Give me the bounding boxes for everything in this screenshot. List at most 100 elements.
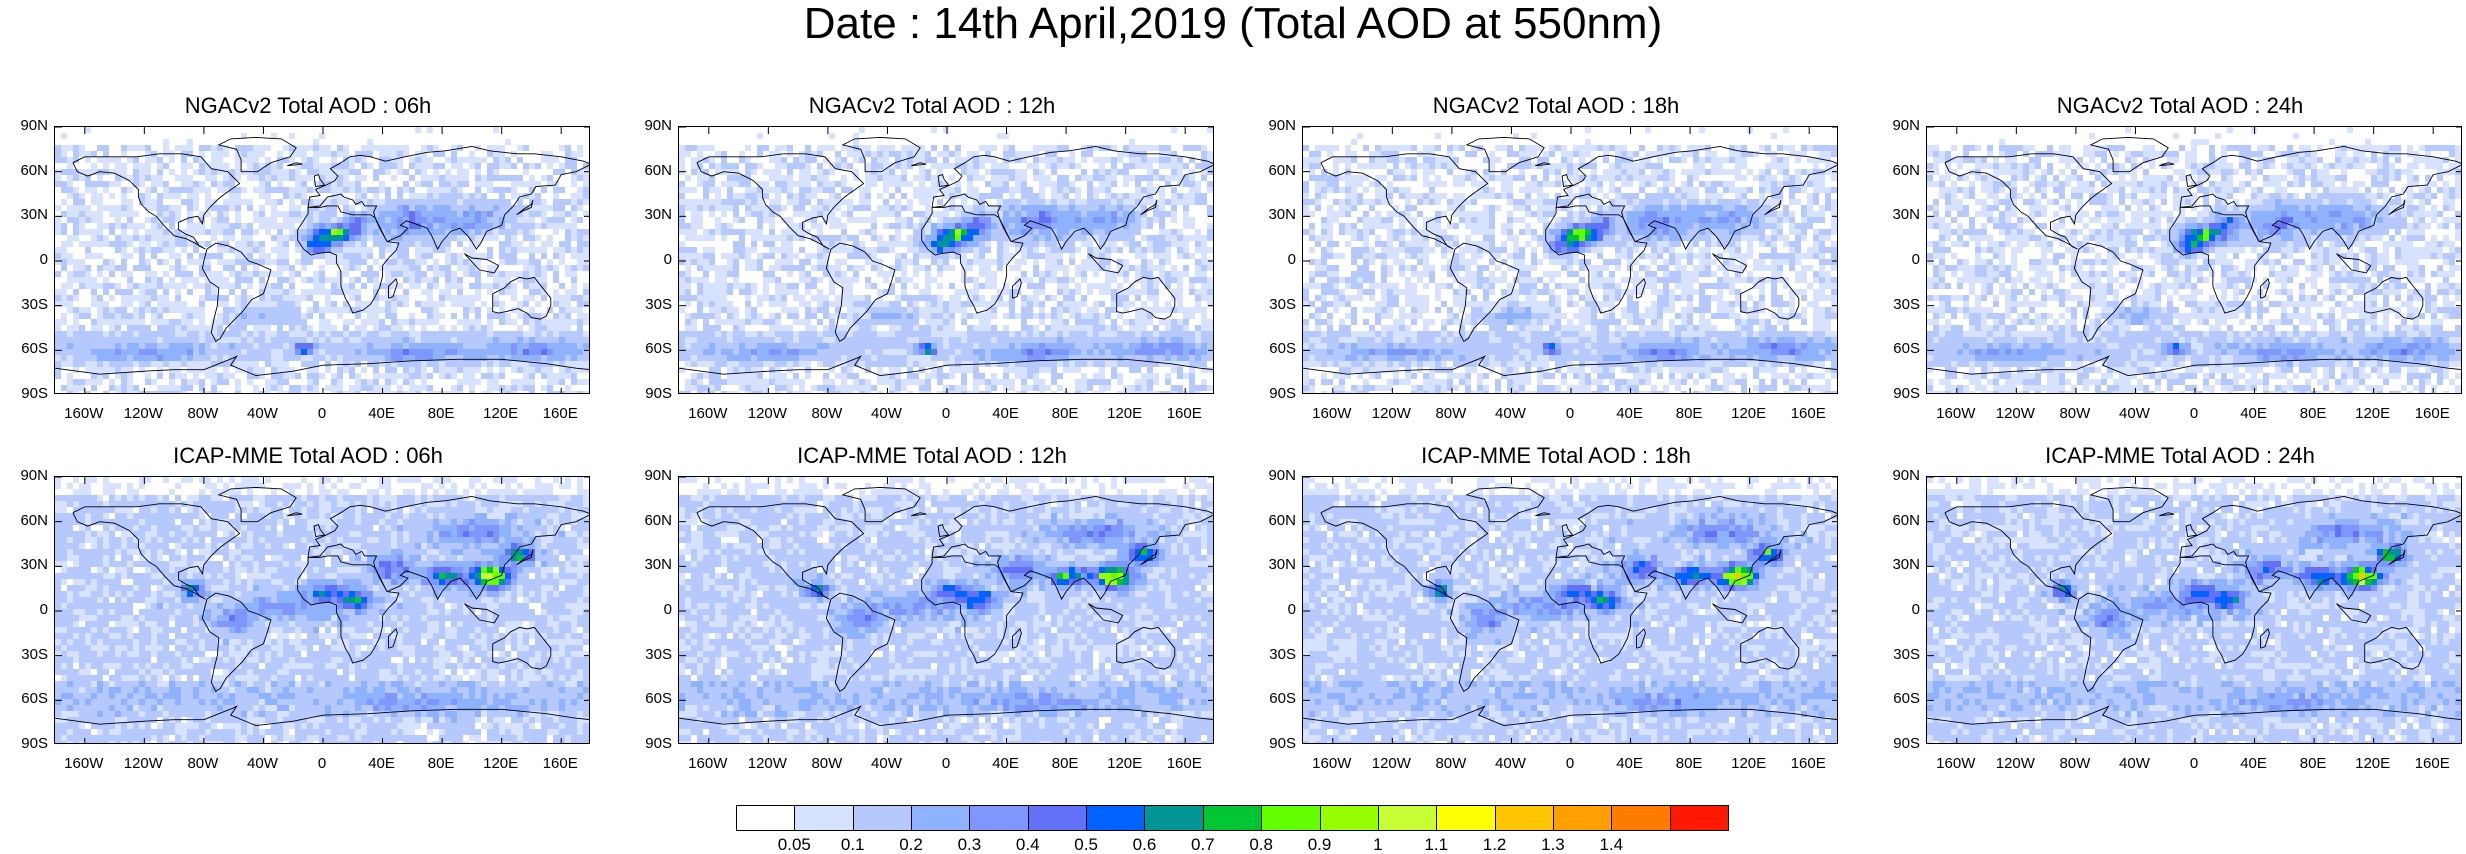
lat-tick-label: 90N: [8, 468, 48, 484]
lon-tick-label: 120W: [1361, 756, 1421, 772]
lon-tick-label: 120W: [1985, 756, 2045, 772]
lon-tick-label: 120E: [1719, 406, 1779, 422]
colorbar-swatch: [1144, 805, 1204, 831]
axis-ticks: [679, 477, 1213, 743]
map-panel: NGACv2 Total AOD : 18h 90N 60N 30N 0 30S 60S 90…: [1256, 94, 1856, 444]
lon-tick-label: 40E: [1600, 756, 1660, 772]
lat-tick-label: 60S: [8, 691, 48, 707]
lon-tick-label: 80W: [797, 406, 857, 422]
lat-tick-label: 90N: [632, 468, 672, 484]
lon-tick-label: 40W: [1480, 406, 1540, 422]
lon-tick-label: 40W: [232, 756, 292, 772]
lat-tick-label: 90S: [8, 386, 48, 402]
lon-tick-label: 120W: [1361, 406, 1421, 422]
coastline: [55, 136, 589, 377]
colorbar-label: 1.4: [1586, 836, 1636, 854]
lat-tick-label: 30S: [1880, 296, 1920, 313]
lat-tick-label: 60N: [1880, 512, 1920, 529]
lat-tick-label: 0: [1880, 252, 1920, 268]
lon-tick-label: 40W: [856, 406, 916, 422]
colorbar-swatch: [1436, 805, 1496, 831]
aod-map: [1926, 476, 2462, 744]
colorbar-swatch: [1552, 805, 1613, 831]
colorbar-label: 1.1: [1411, 836, 1461, 854]
lon-tick-label: 80W: [2045, 756, 2105, 772]
lon-tick-label: 40E: [2224, 406, 2284, 422]
lat-tick-label: 0: [632, 252, 672, 268]
lon-tick-label: 80E: [2283, 406, 2343, 422]
lat-tick-label: 30S: [8, 296, 48, 313]
lon-tick-label: 160W: [1926, 756, 1986, 772]
aod-field: [679, 127, 1213, 393]
lat-tick-label: 0: [1256, 602, 1296, 618]
lon-tick-label: 120E: [1095, 406, 1155, 422]
lat-tick-label: 60N: [1256, 512, 1296, 529]
coastline: [55, 486, 589, 727]
lat-tick-label: 30N: [8, 207, 48, 223]
colorbar-swatch: [1669, 805, 1729, 831]
lon-tick-label: 80E: [1659, 756, 1719, 772]
colorbar-swatch: [1611, 805, 1671, 831]
lat-tick-label: 60N: [1880, 162, 1920, 179]
lon-tick-label: 40E: [976, 756, 1036, 772]
coastline: [1303, 486, 1837, 727]
lon-tick-label: 0: [1540, 756, 1600, 772]
colorbar-label: 0.2: [886, 836, 936, 854]
lon-tick-label: 0: [2164, 406, 2224, 422]
lon-tick-label: 120W: [1985, 406, 2045, 422]
lat-tick-label: 30S: [632, 296, 672, 313]
lat-tick-label: 90S: [8, 736, 48, 752]
lat-tick-label: 30S: [1880, 646, 1920, 663]
lat-tick-label: 30N: [8, 557, 48, 573]
lat-tick-label: 90S: [632, 386, 672, 402]
aod-map: [54, 476, 590, 744]
lon-tick-label: 80E: [1659, 406, 1719, 422]
colorbar-label: 0.4: [1003, 836, 1053, 854]
lon-tick-label: 80W: [1421, 756, 1481, 772]
lat-tick-label: 90S: [1256, 386, 1296, 402]
aod-field: [1303, 477, 1837, 743]
lat-tick-label: 0: [632, 602, 672, 618]
aod-field: [55, 127, 589, 393]
lon-tick-label: 40E: [1600, 406, 1660, 422]
lat-tick-label: 90N: [632, 118, 672, 134]
coastline: [679, 486, 1213, 727]
lon-tick-label: 0: [292, 406, 352, 422]
aod-map: [54, 126, 590, 394]
aod-map: [678, 126, 1214, 394]
lat-tick-label: 30N: [1256, 557, 1296, 573]
lon-tick-label: 40W: [856, 756, 916, 772]
axis-ticks: [1303, 477, 1837, 743]
lon-tick-label: 120E: [471, 756, 531, 772]
axis-ticks: [55, 477, 589, 743]
lon-tick-label: 40W: [232, 406, 292, 422]
lon-tick-label: 40W: [1480, 756, 1540, 772]
lat-tick-label: 30N: [632, 557, 672, 573]
lon-tick-label: 160W: [54, 756, 114, 772]
colorbar-legend: 0.05 0.1 0.2 0.3 0.4 0.5 0.6 0.7 0.8 0.9 1 1.1 1.2 1.…: [736, 805, 1729, 854]
lon-tick-label: 80E: [2283, 756, 2343, 772]
lat-tick-label: 60S: [1880, 341, 1920, 357]
lat-tick-label: 0: [1256, 252, 1296, 268]
colorbar-label: 1: [1353, 836, 1403, 854]
lon-tick-label: 80W: [173, 406, 233, 422]
colorbar-swatch: [1494, 805, 1554, 831]
lon-tick-label: 80W: [2045, 406, 2105, 422]
lat-tick-label: 90S: [1880, 386, 1920, 402]
axis-ticks: [55, 127, 589, 393]
lat-tick-label: 30S: [632, 646, 672, 663]
lat-tick-label: 60S: [1256, 341, 1296, 357]
lat-tick-label: 90N: [1256, 118, 1296, 134]
colorbar-swatch: [1202, 805, 1263, 831]
colorbar-label: 0.05: [769, 836, 819, 854]
map-panel: ICAP-MME Total AOD : 24h 90N 60N 30N 0 30S 60S…: [1880, 444, 2466, 794]
lon-tick-label: 160W: [1302, 406, 1362, 422]
lon-tick-label: 160E: [1778, 406, 1838, 422]
lon-tick-label: 160W: [1926, 406, 1986, 422]
lon-tick-label: 160W: [678, 756, 738, 772]
lat-tick-label: 60S: [1880, 691, 1920, 707]
lon-tick-label: 160E: [530, 406, 590, 422]
lon-tick-label: 80W: [1421, 406, 1481, 422]
colorbar-swatch: [969, 805, 1029, 831]
lon-tick-label: 160E: [1778, 756, 1838, 772]
